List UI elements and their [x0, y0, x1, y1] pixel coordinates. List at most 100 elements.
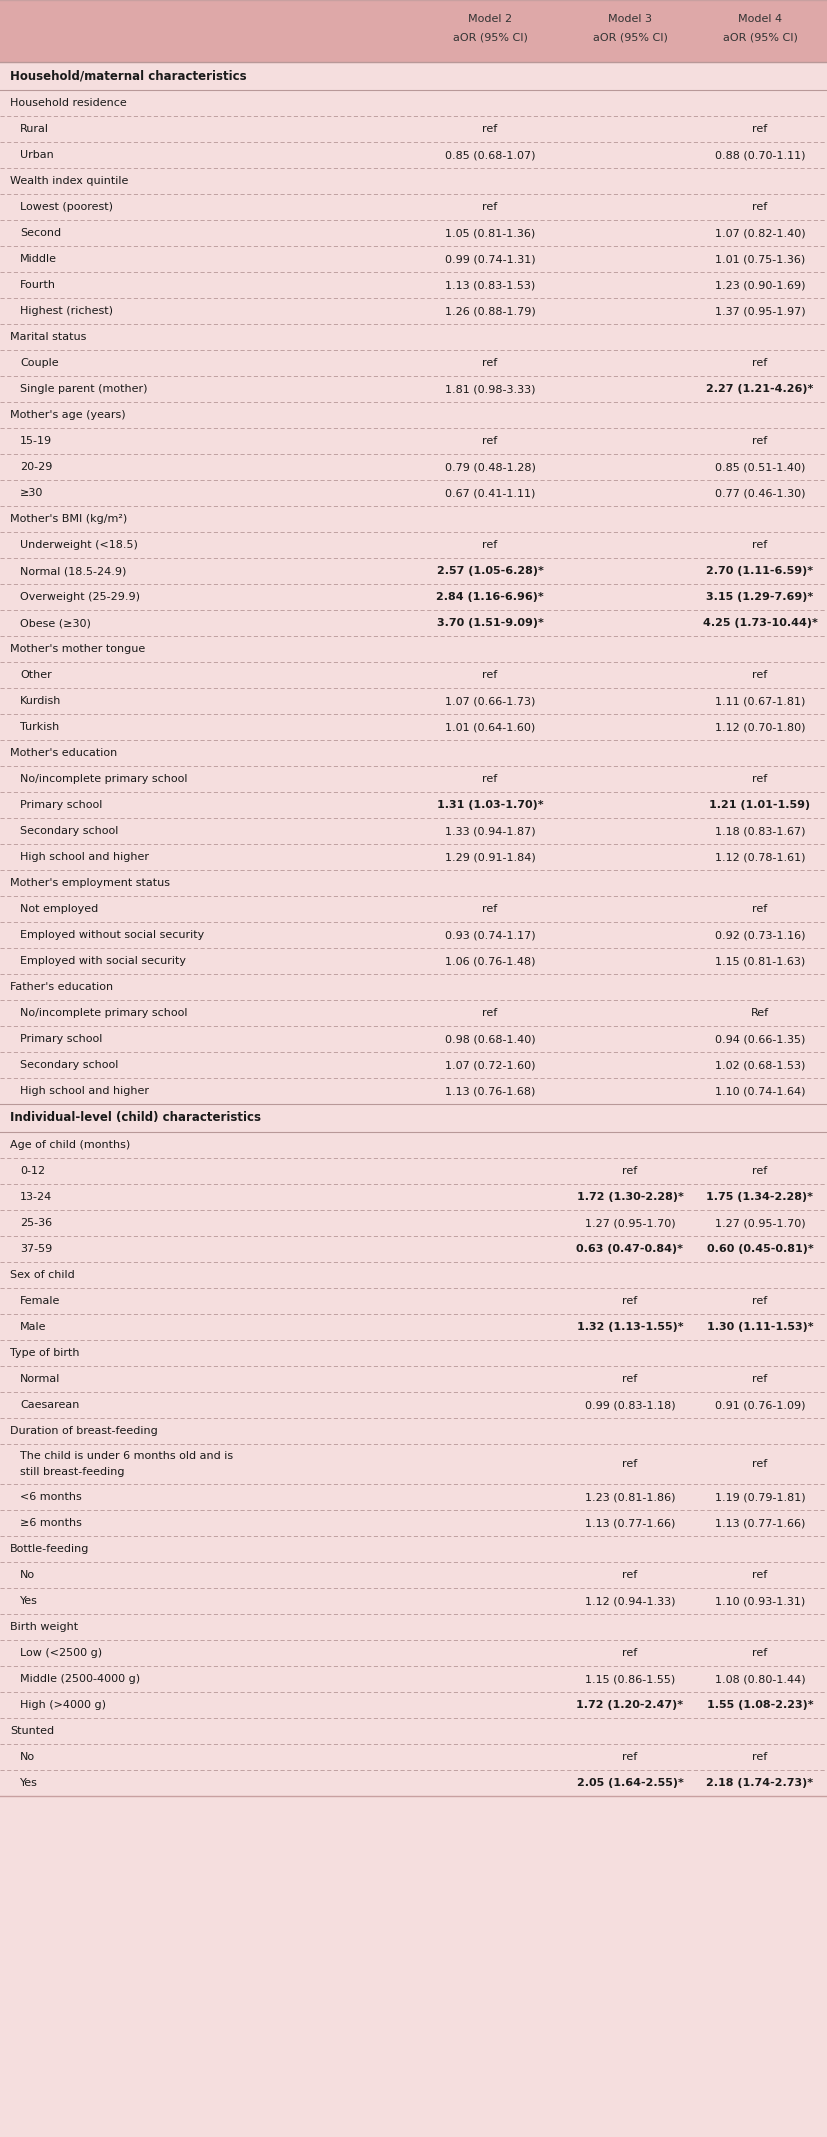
Text: 1.07 (0.66-1.73): 1.07 (0.66-1.73): [445, 697, 535, 705]
Text: High school and higher: High school and higher: [20, 853, 149, 861]
Text: ref: ref: [753, 774, 767, 784]
Text: High school and higher: High school and higher: [20, 1086, 149, 1096]
Text: ref: ref: [482, 436, 498, 447]
Text: <6 months: <6 months: [20, 1492, 82, 1502]
Text: High (>4000 g): High (>4000 g): [20, 1701, 106, 1710]
Text: ref: ref: [753, 1460, 767, 1468]
Text: 0.77 (0.46-1.30): 0.77 (0.46-1.30): [715, 487, 805, 498]
Text: Low (<2500 g): Low (<2500 g): [20, 1648, 102, 1658]
Text: ref: ref: [482, 774, 498, 784]
Text: 0.63 (0.47-0.84)*: 0.63 (0.47-0.84)*: [576, 1244, 683, 1254]
Text: 13-24: 13-24: [20, 1192, 52, 1201]
Text: Lowest (poorest): Lowest (poorest): [20, 203, 113, 212]
Text: 1.27 (0.95-1.70): 1.27 (0.95-1.70): [585, 1218, 676, 1229]
Text: Normal: Normal: [20, 1374, 60, 1385]
Text: 0.85 (0.51-1.40): 0.85 (0.51-1.40): [715, 462, 805, 472]
Text: Birth weight: Birth weight: [10, 1622, 78, 1633]
Text: 4.25 (1.73-10.44)*: 4.25 (1.73-10.44)*: [703, 618, 817, 628]
Text: ref: ref: [623, 1374, 638, 1385]
Text: 1.19 (0.79-1.81): 1.19 (0.79-1.81): [715, 1492, 805, 1502]
Text: ref: ref: [753, 541, 767, 549]
Text: ref: ref: [753, 1571, 767, 1579]
Text: Yes: Yes: [20, 1778, 38, 1789]
Text: Secondary school: Secondary school: [20, 1060, 118, 1071]
Text: 1.07 (0.82-1.40): 1.07 (0.82-1.40): [715, 229, 805, 237]
Text: Bottle-feeding: Bottle-feeding: [10, 1545, 89, 1554]
Text: 1.10 (0.74-1.64): 1.10 (0.74-1.64): [715, 1086, 805, 1096]
Text: 2.84 (1.16-6.96)*: 2.84 (1.16-6.96)*: [436, 592, 544, 603]
Text: ref: ref: [482, 904, 498, 915]
Text: 1.32 (1.13-1.55)*: 1.32 (1.13-1.55)*: [576, 1323, 683, 1331]
Text: 37-59: 37-59: [20, 1244, 52, 1254]
Text: ≥6 months: ≥6 months: [20, 1517, 82, 1528]
Text: 1.75 (1.34-2.28)*: 1.75 (1.34-2.28)*: [706, 1192, 814, 1201]
Text: 1.01 (0.75-1.36): 1.01 (0.75-1.36): [715, 254, 805, 265]
Text: ref: ref: [623, 1648, 638, 1658]
Text: Couple: Couple: [20, 359, 59, 368]
Text: Employed without social security: Employed without social security: [20, 930, 204, 940]
Text: ref: ref: [623, 1752, 638, 1763]
Text: 0.79 (0.48-1.28): 0.79 (0.48-1.28): [445, 462, 535, 472]
Text: 1.15 (0.86-1.55): 1.15 (0.86-1.55): [585, 1673, 675, 1684]
Text: ref: ref: [753, 436, 767, 447]
Text: ref: ref: [623, 1167, 638, 1175]
Text: Primary school: Primary school: [20, 1034, 103, 1045]
Text: ref: ref: [623, 1295, 638, 1306]
Text: 1.13 (0.83-1.53): 1.13 (0.83-1.53): [445, 280, 535, 291]
Text: Mother's education: Mother's education: [10, 748, 117, 759]
Text: ref: ref: [482, 203, 498, 212]
Text: Sex of child: Sex of child: [10, 1269, 74, 1280]
Text: 1.07 (0.72-1.60): 1.07 (0.72-1.60): [445, 1060, 535, 1071]
Text: Rural: Rural: [20, 124, 49, 135]
Text: ref: ref: [753, 203, 767, 212]
Text: 1.15 (0.81-1.63): 1.15 (0.81-1.63): [715, 955, 805, 966]
Text: Kurdish: Kurdish: [20, 697, 61, 705]
Text: No: No: [20, 1752, 35, 1763]
Text: Normal (18.5-24.9): Normal (18.5-24.9): [20, 566, 127, 577]
Text: 1.30 (1.11-1.53)*: 1.30 (1.11-1.53)*: [707, 1323, 813, 1331]
Text: 25-36: 25-36: [20, 1218, 52, 1229]
Text: Male: Male: [20, 1323, 46, 1331]
Text: Turkish: Turkish: [20, 722, 60, 733]
Text: ref: ref: [753, 1752, 767, 1763]
Text: 1.81 (0.98-3.33): 1.81 (0.98-3.33): [445, 385, 535, 393]
Text: 0.88 (0.70-1.11): 0.88 (0.70-1.11): [715, 150, 805, 160]
Text: 1.37 (0.95-1.97): 1.37 (0.95-1.97): [715, 306, 805, 316]
Text: Mother's employment status: Mother's employment status: [10, 878, 170, 889]
Text: The child is under 6 months old and is: The child is under 6 months old and is: [20, 1451, 233, 1462]
Text: 2.70 (1.11-6.59)*: 2.70 (1.11-6.59)*: [706, 566, 814, 577]
Text: 1.01 (0.64-1.60): 1.01 (0.64-1.60): [445, 722, 535, 733]
Text: Fourth: Fourth: [20, 280, 56, 291]
Text: 0.67 (0.41-1.11): 0.67 (0.41-1.11): [445, 487, 535, 498]
Text: 1.08 (0.80-1.44): 1.08 (0.80-1.44): [715, 1673, 805, 1684]
Text: 1.26 (0.88-1.79): 1.26 (0.88-1.79): [445, 306, 535, 316]
Text: Middle: Middle: [20, 254, 57, 265]
Text: 3.15 (1.29-7.69)*: 3.15 (1.29-7.69)*: [706, 592, 814, 603]
Text: Stunted: Stunted: [10, 1727, 54, 1735]
Text: Primary school: Primary school: [20, 799, 103, 810]
Text: 0.91 (0.76-1.09): 0.91 (0.76-1.09): [715, 1400, 805, 1410]
Text: No/incomplete primary school: No/incomplete primary school: [20, 1009, 188, 1017]
Text: ref: ref: [753, 1167, 767, 1175]
Text: ≥30: ≥30: [20, 487, 43, 498]
Text: Type of birth: Type of birth: [10, 1348, 79, 1357]
Text: ref: ref: [623, 1571, 638, 1579]
Text: 0-12: 0-12: [20, 1167, 45, 1175]
Text: 1.23 (0.90-1.69): 1.23 (0.90-1.69): [715, 280, 805, 291]
Text: Mother's mother tongue: Mother's mother tongue: [10, 643, 146, 654]
Text: Employed with social security: Employed with social security: [20, 955, 186, 966]
Text: Second: Second: [20, 229, 61, 237]
Text: Marital status: Marital status: [10, 331, 86, 342]
Text: Not employed: Not employed: [20, 904, 98, 915]
Text: Single parent (mother): Single parent (mother): [20, 385, 147, 393]
Text: Yes: Yes: [20, 1596, 38, 1607]
Text: 3.70 (1.51-9.09)*: 3.70 (1.51-9.09)*: [437, 618, 543, 628]
Text: No: No: [20, 1571, 35, 1579]
Text: 1.33 (0.94-1.87): 1.33 (0.94-1.87): [445, 827, 535, 836]
Text: Individual-level (child) characteristics: Individual-level (child) characteristics: [10, 1111, 261, 1124]
Text: 1.72 (1.30-2.28)*: 1.72 (1.30-2.28)*: [576, 1192, 683, 1201]
Text: Mother's age (years): Mother's age (years): [10, 410, 126, 421]
Text: ref: ref: [482, 124, 498, 135]
Text: 1.72 (1.20-2.47)*: 1.72 (1.20-2.47)*: [576, 1701, 684, 1710]
Text: 1.12 (0.70-1.80): 1.12 (0.70-1.80): [715, 722, 805, 733]
